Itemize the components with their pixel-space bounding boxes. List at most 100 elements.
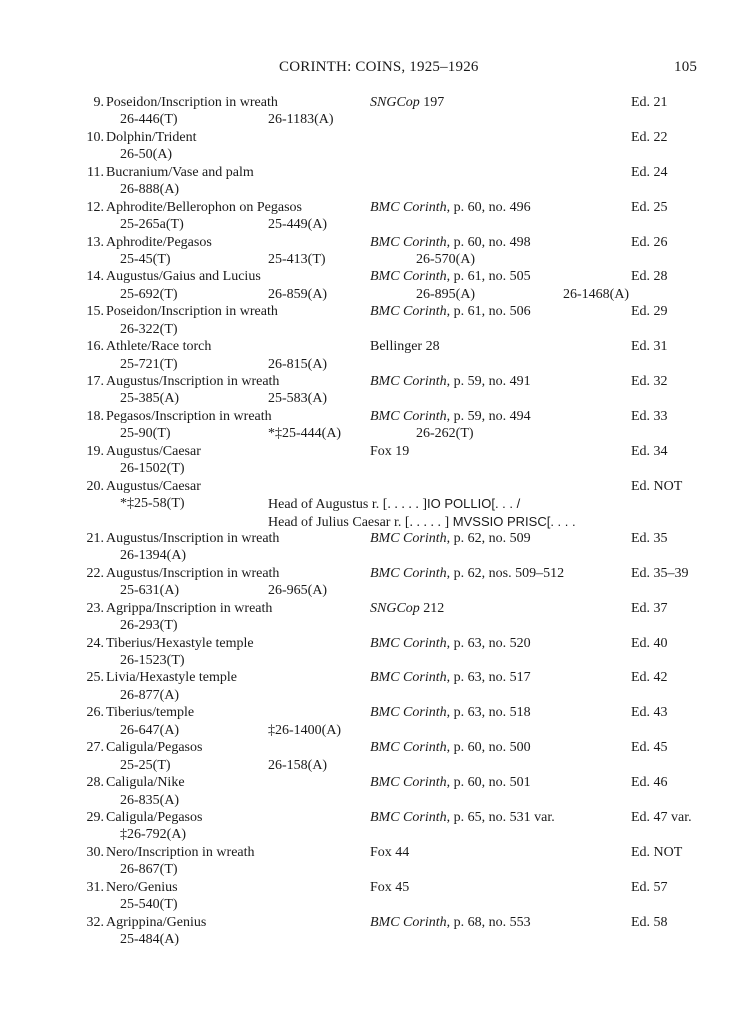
reference-italic: BMC Corinth: [370, 705, 447, 721]
catalogue-entry: 20. Augustus/Caesar Ed. NOT *‡25-58(T) Head …: [0, 478, 756, 530]
entry-title: Athlete/Race torch: [106, 339, 212, 355]
entry-reference: Fox 44: [370, 844, 409, 861]
entry-heading-line: 12. Aphrodite/Bellerophon on Pegasos BMC C…: [0, 199, 756, 216]
entry-heading-line: 11. Bucranium/Vase and palm Ed. 24: [0, 164, 756, 181]
entry-title: Augustus/Caesar: [106, 443, 201, 459]
edition-number: Ed. 35–39: [631, 565, 689, 581]
accession-number: 25-25(T): [120, 757, 171, 773]
entry-reference: Fox 45: [370, 879, 409, 896]
reference-text: , p. 59, no. 491: [446, 374, 531, 389]
catalogue-entry: 15. Poseidon/Inscription in wreath BMC Cor…: [0, 303, 756, 338]
accession-number: 26-322(T): [120, 321, 178, 337]
entry-reference: BMC Corinth, p. 62, nos. 509–512: [370, 565, 564, 582]
edition-number: Ed. 21: [631, 95, 668, 110]
entry-heading-line: 31. Nero/Genius Fox 45 Ed. 57: [0, 879, 756, 896]
accession-number: 25-90(T): [120, 426, 171, 442]
reference-text: Fox 19: [370, 443, 410, 459]
entry-reference: BMC Corinth, p. 60, no. 500: [370, 739, 531, 756]
accession-number: 25-385(A): [120, 391, 180, 407]
catalogue-entry: 11. Bucranium/Vase and palm Ed. 24 26-888(A…: [0, 164, 756, 199]
accession-number: 26-647(A): [120, 722, 180, 738]
accession-number: 26-867(T): [120, 862, 178, 878]
reference-italic: BMC Corinth: [370, 530, 447, 546]
reference-italic: SNGCop: [370, 95, 420, 110]
entry-reference: BMC Corinth, p. 60, no. 496: [370, 199, 531, 216]
entry-heading-line: 27. Caligula/Pegasos BMC Corinth, p. 60, n…: [0, 739, 756, 756]
entry-title: Bucranium/Vase and palm: [106, 164, 254, 180]
reference-text: 212: [419, 600, 445, 616]
reference-italic: BMC Corinth: [370, 304, 447, 320]
accession-number: 25-692(T): [120, 286, 178, 302]
entry-number: 19.: [86, 443, 105, 459]
entry-title: Augustus/Caesar: [106, 478, 201, 494]
entry-number: 18.: [86, 408, 105, 424]
accession-number: 26-895(A): [416, 286, 476, 302]
accession-number: 26-262(T): [416, 426, 474, 442]
entry-title: Agrippina/Genius: [106, 914, 207, 930]
edition-number: Ed. 37: [631, 600, 668, 616]
reference-text: , p. 60, no. 500: [446, 740, 531, 756]
entry-number: 15.: [86, 304, 105, 320]
reference-italic: BMC Corinth: [370, 374, 447, 389]
reference-italic: BMC Corinth: [370, 565, 447, 581]
entry-number: 12.: [86, 199, 105, 215]
edition-number: Ed. 58: [631, 914, 668, 930]
entry-number: 20.: [86, 478, 105, 494]
catalogue-entry: 17. Augustus/Inscription in wreath BMC Cor…: [0, 373, 756, 408]
accession-number: 25-583(A): [268, 391, 328, 407]
catalogue-entry: 10. Dolphin/Trident Ed. 22 26-50(A): [0, 129, 756, 164]
reference-text: Bellinger 28: [370, 339, 440, 355]
reference-text: , p. 63, no. 520: [446, 635, 531, 651]
entry-heading-line: 32. Agrippina/Genius BMC Corinth, p. 68, n…: [0, 914, 756, 931]
entry-title: Augustus/Gaius and Lucius: [106, 269, 261, 285]
entry-reference: BMC Corinth, p. 60, no. 498: [370, 234, 531, 251]
entry-reference: BMC Corinth, p. 62, no. 509: [370, 530, 531, 547]
description-line-2: Head of Julius Caesar r. [. . . . . ] MV…: [0, 513, 756, 530]
edition-number: Ed. 35: [631, 530, 668, 546]
edition-number: Ed. 40: [631, 635, 668, 651]
entry-heading-line: 19. Augustus/Caesar Fox 19 Ed. 34: [0, 443, 756, 460]
reference-italic: BMC Corinth: [370, 234, 447, 250]
entry-reference: BMC Corinth, p. 65, no. 531 var.: [370, 809, 555, 826]
entry-title: Nero/Genius: [106, 879, 178, 895]
entry-title: Caligula/Pegasos: [106, 809, 203, 825]
reference-text: , p. 61, no. 506: [446, 304, 531, 320]
reference-italic: BMC Corinth: [370, 408, 447, 424]
entry-heading-line: 20. Augustus/Caesar Ed. NOT: [0, 478, 756, 495]
accession-number: *‡25-444(A): [268, 426, 342, 442]
accession-number: ‡26-792(A): [120, 827, 187, 843]
reference-text: , p. 68, no. 553: [446, 914, 531, 930]
entry-heading-line: 15. Poseidon/Inscription in wreath BMC Cor…: [0, 303, 756, 320]
entry-number: 9.: [93, 95, 105, 110]
accession-line: 26-888(A): [0, 181, 756, 198]
description-text: Head of Augustus r. [. . . . . ]: [268, 497, 428, 513]
catalogue-entry: 18. Pegasos/Inscription in wreath BMC Cori…: [0, 408, 756, 443]
edition-number: Ed. 57: [631, 879, 668, 895]
accession-number: 26-1183(A): [268, 112, 334, 128]
reference-italic: BMC Corinth: [370, 775, 447, 791]
entry-title: Pegasos/Inscription in wreath: [106, 408, 272, 424]
catalogue-entry: 23. Agrippa/Inscription in wreath SNGCop 2…: [0, 600, 756, 635]
catalogue-entry: 24. Tiberius/Hexastyle temple BMC Corinth,…: [0, 635, 756, 670]
entry-heading-line: 10. Dolphin/Trident Ed. 22: [0, 129, 756, 146]
entry-reference: BMC Corinth, p. 63, no. 517: [370, 669, 531, 686]
description-line: Head of Augustus r. [. . . . . ]IO POLLI…: [268, 495, 520, 513]
edition-number: Ed. 45: [631, 740, 668, 756]
accession-line: 26-1394(A): [0, 547, 756, 564]
entry-heading-line: 17. Augustus/Inscription in wreath BMC Cor…: [0, 373, 756, 390]
accession-line: 26-867(T): [0, 861, 756, 878]
entry-title: Livia/Hexastyle temple: [106, 670, 238, 686]
accession-number: 25-721(T): [120, 356, 178, 372]
reference-italic: BMC Corinth: [370, 199, 447, 215]
entry-heading-line: 25. Livia/Hexastyle temple BMC Corinth, p.…: [0, 669, 756, 686]
accession-number: 25-631(A): [120, 583, 180, 599]
catalogue-entry: 22. Augustus/Inscription in wreath BMC Cor…: [0, 565, 756, 600]
reference-text: , p. 59, no. 494: [446, 408, 531, 424]
entry-reference: BMC Corinth, p. 63, no. 518: [370, 704, 531, 721]
reference-text: , p. 63, no. 517: [446, 670, 531, 686]
accession-number: 26-446(T): [120, 112, 178, 128]
entry-title: Augustus/Inscription in wreath: [106, 565, 280, 581]
reference-italic: BMC Corinth: [370, 670, 447, 686]
accession-number: 26-1468(A): [563, 286, 630, 302]
reference-text: , p. 60, no. 496: [446, 199, 531, 215]
